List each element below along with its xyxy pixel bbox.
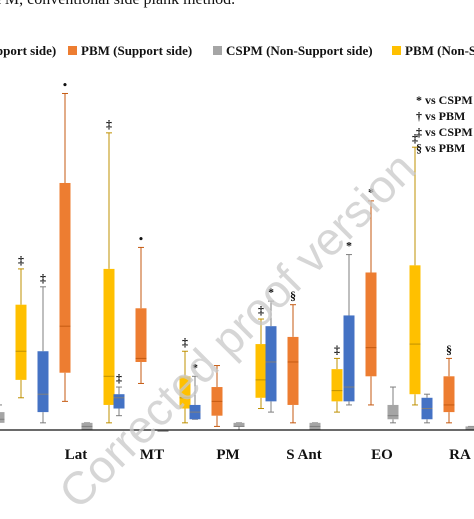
significance-symbol: ‡ <box>40 271 46 285</box>
legend-label: PBM (Support side) <box>81 43 192 58</box>
significance-symbol: • <box>63 77 67 91</box>
box <box>180 376 191 408</box>
key-entry: * vs CSPM <box>416 93 473 107</box>
x-tick-label: EO <box>371 447 393 463</box>
x-tick-label: S Ant <box>286 447 321 463</box>
box <box>136 308 147 362</box>
key-entry: ‡ vs CSPM <box>416 125 473 139</box>
legend-label: PBM (Non-Support side) <box>405 43 474 58</box>
x-tick-label: Lat <box>65 447 88 463</box>
significance-symbol: ‡ <box>258 303 264 317</box>
box <box>288 337 299 405</box>
box <box>410 265 421 394</box>
legend-swatch <box>68 46 77 55</box>
legend: CSPM (Support side) PBM (Support side) CSP… <box>0 43 474 58</box>
significance-symbol: ‡ <box>106 117 112 131</box>
x-tick-label: RA <box>449 447 471 463</box>
box <box>344 315 355 401</box>
significance-symbol: * <box>268 285 274 299</box>
legend-swatch <box>213 46 222 55</box>
significance-symbol: • <box>139 231 143 245</box>
box <box>0 412 5 423</box>
box <box>366 272 377 376</box>
box <box>114 394 125 408</box>
box <box>16 305 27 380</box>
key-entry: § vs PBM <box>416 141 465 155</box>
box <box>444 376 455 412</box>
significance-symbol: ‡ <box>334 342 340 356</box>
box-plot-chart: CSPM (Support side) PBM (Support side) CSP… <box>0 0 474 474</box>
legend-label: CSPM (Non-Support side) <box>226 43 373 58</box>
significance-symbol: * <box>192 360 198 374</box>
plot-area <box>0 93 474 432</box>
box <box>332 369 343 401</box>
box <box>266 326 277 401</box>
x-tick-label: PM <box>216 447 239 463</box>
x-tick-label: MT <box>140 447 164 463</box>
legend-swatch <box>392 46 401 55</box>
significance-symbol: * <box>346 239 352 253</box>
box <box>388 405 399 419</box>
significance-symbol: ‡ <box>18 253 24 267</box>
box <box>38 351 49 412</box>
box <box>234 423 245 427</box>
significance-key: * vs CSPM † vs PBM ‡ vs CSPM § vs PBM <box>416 93 473 155</box>
box <box>256 344 267 398</box>
box <box>104 269 115 405</box>
key-entry: † vs PBM <box>416 109 465 123</box>
significance-markers: ‡‡•‡‡•‡*‡*§‡**‡§‡ <box>18 77 474 385</box>
significance-symbol: § <box>290 289 296 303</box>
legend-label: CSPM (Support side) <box>0 43 56 58</box>
significance-symbol: ‡ <box>182 335 188 349</box>
significance-symbol: § <box>446 342 452 356</box>
significance-symbol: ‡ <box>116 371 122 385</box>
box <box>60 183 71 373</box>
significance-symbol: * <box>368 185 374 199</box>
